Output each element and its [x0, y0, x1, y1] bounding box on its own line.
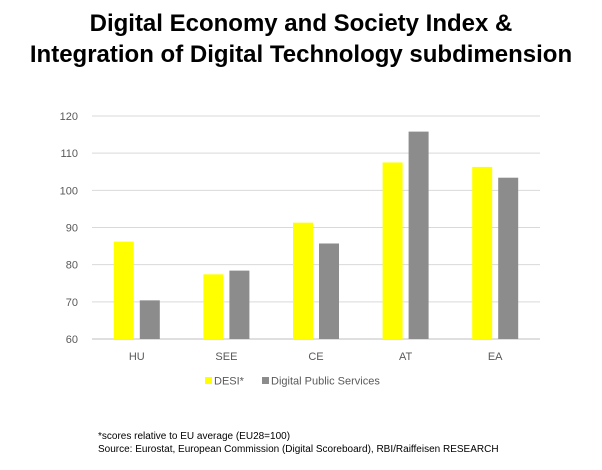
gridlines — [92, 115, 540, 340]
y-tick-label: 60 — [66, 334, 78, 346]
y-tick-label: 100 — [60, 185, 78, 197]
title-line-1: Digital Economy and Society Index & — [89, 10, 513, 37]
bar-digital-public-services-ea — [498, 177, 519, 339]
y-tick-label: 90 — [66, 223, 78, 235]
bar-desi-at — [382, 162, 403, 339]
x-tick-label: AT — [399, 351, 413, 363]
bar-desi-ea — [472, 166, 493, 339]
x-tick-label: CE — [308, 351, 323, 363]
legend-label: DESI* — [214, 376, 245, 388]
legend: DESI* Digital Public Services — [205, 376, 380, 388]
legend-label: Digital Public Services — [271, 376, 380, 388]
y-tick-label: 70 — [66, 297, 78, 309]
bars — [113, 131, 519, 339]
y-tick-label: 80 — [66, 260, 78, 272]
bar-digital-public-services-at — [408, 131, 429, 339]
x-axis: HU SEE CE AT EA — [129, 351, 503, 363]
bar-desi-hu — [113, 241, 134, 339]
title-line-2: Integration of Digital Technology subdim… — [29, 41, 573, 68]
chart-title: Digital Economy and Society Index & Inte… — [0, 8, 602, 70]
source-note: Source: Eurostat, European Commission (D… — [98, 444, 499, 455]
bar-digital-public-services-see — [229, 270, 250, 339]
footnote: *scores relative to EU average (EU28=100… — [98, 431, 291, 442]
legend-swatch — [205, 377, 212, 384]
x-tick-label: EA — [488, 351, 503, 363]
legend-swatch — [262, 377, 269, 384]
bar-desi-see — [203, 274, 224, 339]
y-tick-label: 120 — [60, 111, 78, 123]
bar-desi-ce — [293, 222, 313, 339]
x-tick-label: HU — [129, 351, 145, 363]
y-tick-label: 110 — [60, 148, 78, 160]
notes: *scores relative to EU average (EU28=100… — [98, 430, 499, 456]
bar-digital-public-services-ce — [319, 243, 339, 339]
x-tick-label: SEE — [215, 351, 237, 363]
bar-digital-public-services-hu — [139, 300, 160, 339]
y-axis: 60 70 80 90 100 110 120 — [60, 111, 78, 346]
